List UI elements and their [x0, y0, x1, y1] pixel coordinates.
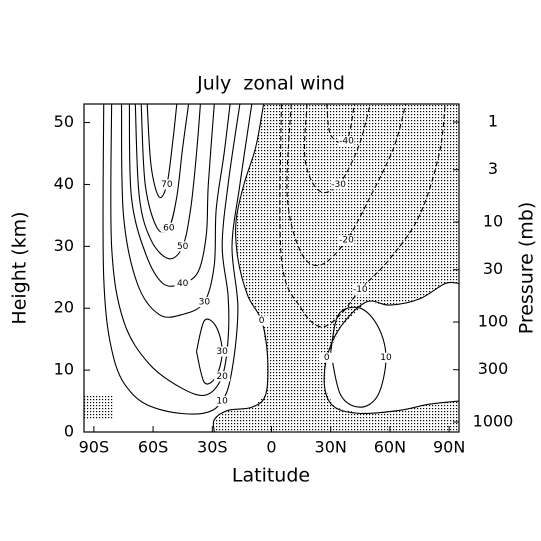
contour-label: 70	[161, 180, 173, 190]
x-tick-label: 60S	[138, 438, 169, 457]
contour-label-bg	[377, 352, 394, 363]
contour-label: 10	[380, 353, 392, 363]
x-tick-label: 60N	[374, 438, 406, 457]
y-tick-label: 50	[54, 112, 74, 131]
y-axis-label: Height (km)	[9, 211, 31, 324]
x-axis-label: Latitude	[232, 465, 310, 487]
contour-label: 30	[199, 298, 211, 308]
shaded-region	[214, 104, 459, 432]
contour-line	[286, 104, 407, 267]
contour-label: 0	[259, 316, 265, 326]
y2-tick-label: 300	[478, 359, 509, 378]
x-tick-label: 90N	[433, 438, 465, 457]
y2-tick-label: 30	[483, 259, 503, 278]
contour-label-bg	[196, 297, 213, 308]
y-tick-label: 30	[54, 236, 74, 255]
contour-label-bg	[214, 346, 231, 357]
contour-line	[326, 104, 355, 144]
contour-line	[146, 104, 178, 199]
y2-tick-label: 3	[488, 159, 498, 178]
y2-tick-label: 100	[478, 312, 509, 331]
contour-label-bg	[214, 371, 231, 382]
contour-label: 50	[177, 242, 189, 252]
contour-label: -30	[331, 180, 346, 190]
shaded-region	[84, 394, 114, 420]
contour-label-bg	[160, 222, 177, 233]
y-tick-label: 40	[54, 174, 74, 193]
contour-label-bg	[338, 235, 355, 246]
contour-label: 0	[324, 353, 330, 363]
contour-label-bg	[352, 284, 369, 295]
y-tick-label: 10	[54, 360, 74, 379]
contour-label-bg	[330, 179, 347, 190]
contour-line	[303, 104, 371, 193]
y-tick-label: 20	[54, 298, 74, 317]
contour-label-bg	[214, 396, 231, 407]
x-tick-label: 30S	[197, 438, 228, 457]
y2-tick-label: 1	[488, 112, 498, 131]
contour-label: 10	[216, 397, 228, 407]
contour-label-bg	[174, 278, 191, 289]
contour-label-bg	[338, 136, 355, 147]
y2-tick-label: 1000	[473, 411, 514, 430]
x-tick-label: 90S	[79, 438, 110, 457]
contour-line	[110, 104, 241, 397]
contour-label-bg	[253, 315, 270, 326]
contour-label: 60	[163, 223, 175, 233]
y-tick-label: 0	[64, 422, 74, 441]
contour-label: -20	[339, 236, 354, 246]
contour-label: -10	[353, 285, 368, 295]
x-tick-label: 30N	[315, 438, 347, 457]
chart-title: July zonal wind	[196, 73, 345, 95]
contour-line	[102, 104, 253, 415]
contour-label-bg	[158, 179, 175, 190]
contour-line	[120, 104, 231, 318]
contour-label: 20	[216, 372, 228, 382]
y2-tick-label: 10	[483, 212, 503, 231]
contour-line	[134, 104, 201, 260]
contour-label: 40	[177, 279, 189, 289]
contour-label: 30	[216, 347, 228, 357]
y2-axis-label: Pressure (mb)	[516, 202, 538, 335]
contour-label-bg	[174, 241, 191, 252]
x-tick-label: 0	[266, 438, 276, 457]
contour-label-bg	[318, 352, 335, 363]
contour-label: -40	[339, 137, 354, 147]
